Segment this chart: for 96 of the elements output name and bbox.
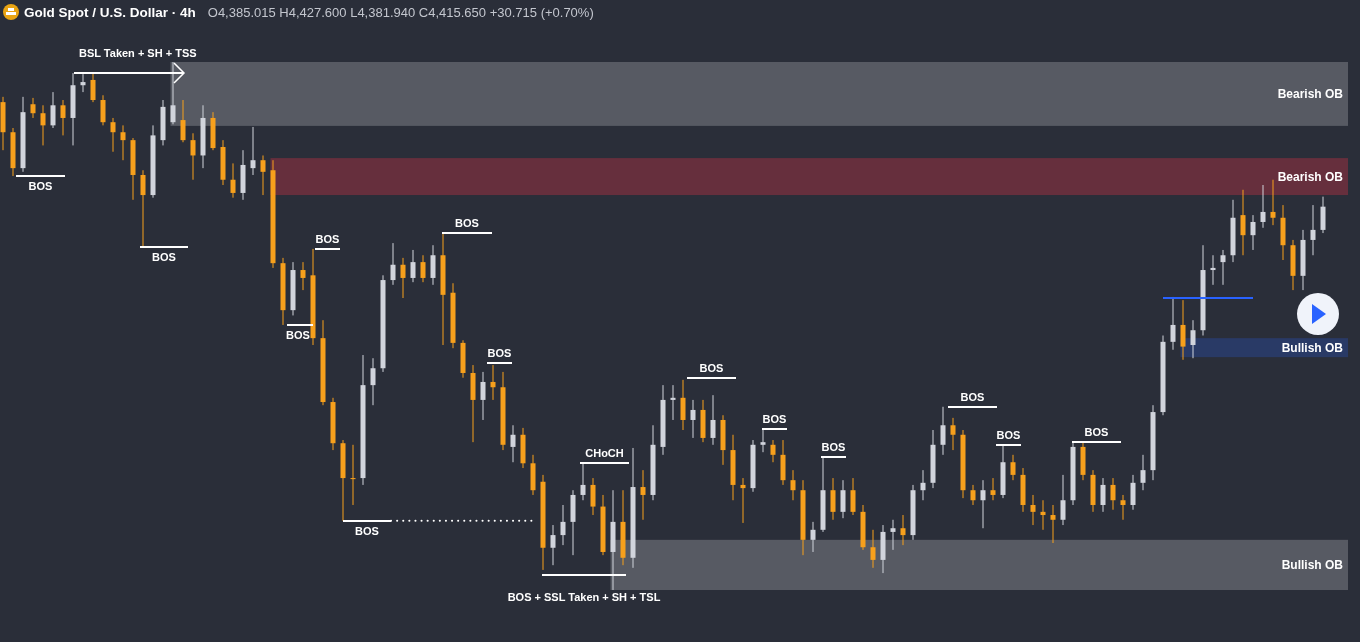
candlestick (1310, 204, 1316, 256)
candlestick (190, 132, 196, 181)
candlestick (940, 406, 946, 456)
annotation: BOS (1084, 426, 1109, 438)
candlestick (170, 61, 176, 125)
candlestick (1050, 504, 1056, 544)
band-label: Bullish OB (1281, 340, 1344, 355)
candlestick (970, 484, 976, 506)
candlestick (40, 104, 46, 146)
candlestick (1180, 299, 1186, 361)
annotation: BOS (821, 441, 846, 453)
candlestick (1240, 189, 1246, 256)
candlestick (670, 384, 676, 421)
candlestick (1060, 474, 1066, 526)
candlestick (180, 99, 186, 143)
annotation: BOS (28, 180, 53, 192)
candlestick (1040, 499, 1046, 531)
band-label: Bearish OB (1277, 169, 1344, 184)
candlestick (690, 399, 696, 439)
candlestick (480, 371, 486, 421)
candlestick (90, 71, 96, 103)
candlestick (1210, 254, 1216, 286)
candlestick (1130, 474, 1136, 511)
candlestick (140, 169, 146, 248)
candlestick (250, 126, 256, 176)
candlestick (1010, 454, 1016, 481)
candlestick (1110, 477, 1116, 511)
candlestick (840, 479, 846, 519)
candlestick (390, 242, 396, 286)
candlestick (1260, 184, 1266, 229)
candlestick (590, 477, 596, 516)
candlestick (410, 249, 416, 283)
annotation: BOS (286, 329, 310, 341)
annotation: BOS (315, 233, 340, 245)
candlestick (580, 462, 586, 501)
candlestick (1190, 319, 1196, 359)
candlestick (980, 479, 986, 529)
candlestick (920, 469, 926, 501)
candlestick (740, 477, 746, 524)
candlestick (870, 529, 876, 569)
band-label: Bearish OB (1277, 87, 1344, 102)
band-label: Bullish OB (1281, 558, 1344, 573)
chart-subtitle: O4,385.015 H4,427.600 L4,381.940 C4,415.650 +30.715 (+0.70%) (207, 5, 594, 20)
candlestick (760, 428, 766, 453)
annotation: CHoCH (585, 447, 624, 459)
annotation: BOS (699, 362, 724, 374)
candlestick (120, 124, 126, 161)
annotation: BOS (487, 347, 512, 359)
candlestick (950, 417, 956, 451)
candlestick (510, 424, 516, 463)
candlestick (890, 519, 896, 551)
candlestick (490, 364, 496, 401)
candlestick (990, 477, 996, 501)
annotation: BOS (355, 525, 379, 537)
candlestick (550, 524, 556, 566)
candlestick (770, 439, 776, 463)
candlestick (100, 94, 106, 126)
candlestick (1170, 296, 1176, 351)
candlestick (850, 477, 856, 516)
candlestick (1270, 179, 1276, 226)
candlestick (790, 469, 796, 501)
chart-title: Gold Spot / U.S. Dollar · 4h (24, 5, 196, 20)
candlestick (1120, 494, 1126, 521)
candlestick (710, 394, 716, 446)
annotation: BOS (960, 391, 985, 403)
candlestick (230, 162, 236, 199)
candlestick (1220, 249, 1226, 286)
annotation: BOS (152, 251, 176, 263)
candlestick (1100, 477, 1106, 513)
candlestick (350, 444, 356, 506)
candlestick (1140, 454, 1146, 491)
annotation: BOS (996, 429, 1021, 441)
candlestick (300, 261, 306, 291)
candlestick (60, 99, 66, 136)
candlestick (430, 244, 436, 286)
candlestick (80, 73, 86, 93)
candlestick (30, 97, 36, 119)
candlestick (1320, 196, 1326, 234)
candlestick (900, 514, 906, 546)
candlestick (640, 469, 646, 521)
candlestick (400, 257, 406, 299)
candlestick (810, 521, 816, 553)
candlestick (420, 254, 426, 283)
annotation: BOS (455, 217, 479, 229)
text: BSL Taken + SH + TSS (79, 47, 197, 59)
candlestick (830, 477, 836, 521)
candlestick (1030, 494, 1036, 526)
candlestick (680, 379, 686, 431)
candlestick (560, 504, 566, 546)
candlestick (50, 91, 56, 129)
annotation: BOS (762, 413, 787, 425)
candlestick (110, 117, 116, 153)
candlestick (260, 154, 266, 196)
text: BOS + SSL Taken + SH + TSL (507, 591, 661, 603)
candlestick (370, 357, 376, 406)
candlestick (1250, 214, 1256, 251)
